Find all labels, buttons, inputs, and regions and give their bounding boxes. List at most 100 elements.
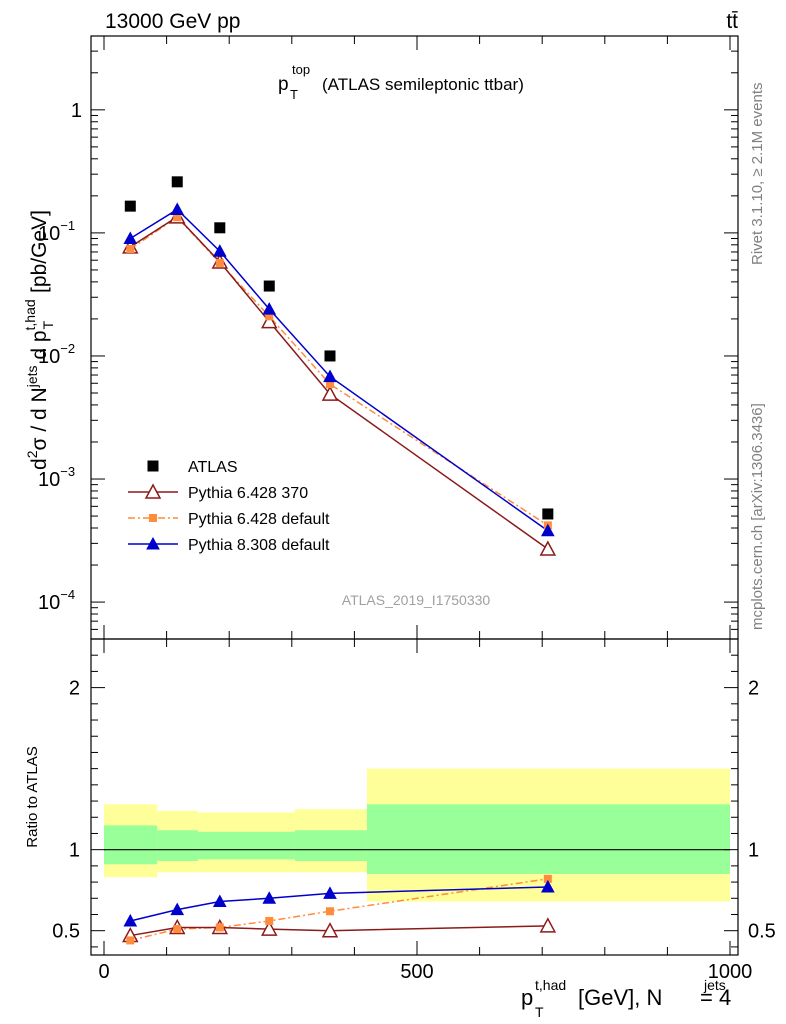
mcplots-label: mcplots.cern.ch [arXiv:1306.3436] [749,403,766,630]
ratio-point-pythia8 [540,879,555,893]
plot-title-sub: T [290,87,298,102]
main-line-pythia6_default [129,216,549,527]
ratio-band-inner [104,825,158,865]
ratio-y-tick-label-right: 1 [748,840,759,862]
svg-text:jets: jets [703,977,726,993]
legend-marker-pythia6_370 [144,483,162,499]
ratio-frame [90,638,739,956]
main-point-atlas [171,176,183,188]
svg-text:= 4: = 4 [700,985,731,1010]
ratio-point-pythia6_default [265,916,274,925]
main-y-tick-label: 10−1 [38,218,75,245]
ratio-line-pythia6_370 [130,925,548,937]
main-series [122,176,557,556]
main-y-axis-label: d2σ / d Njets d pt,had T [pb/GeV] [22,210,56,470]
ratio-y-tick-label: 0.5 [52,921,80,943]
x-tick-label: 1000 [708,961,753,983]
main-point-pythia6_default [265,312,274,321]
legend-label-pythia6_370: Pythia 6.428 370 [188,485,308,502]
ratio-point-pythia6_default [215,923,224,932]
main-point-pythia8 [212,244,227,257]
ratio-point-pythia6_default [543,874,552,883]
energy-label: 13000 GeV pp [105,10,240,33]
ratio-ticks [91,639,738,955]
ratio-point-pythia8 [212,894,227,908]
legend-label-atlas: ATLAS [188,459,238,476]
ratio-point-pythia8 [323,886,337,899]
main-point-pythia6_default [215,258,224,267]
main-y-tick-label: 1 [71,100,82,122]
ratio-y-tick-label: 2 [69,678,80,700]
ratio-series [122,874,557,945]
x-tick-labels: 0 500 1000 [98,961,752,983]
ratio-y-tick-label: 1 [69,840,80,862]
legend-marker-pythia8 [146,536,160,550]
main-point-atlas [263,280,275,292]
x-tick-label: 0 [98,961,109,983]
svg-text:T: T [535,1004,544,1020]
legend-marker-atlas [147,460,159,472]
main-y-tick-label: 10−4 [38,587,75,614]
main-point-pythia8 [123,231,138,245]
main-point-pythia8 [540,523,555,537]
main-point-pythia8 [262,302,277,315]
ratio-band-inner [157,830,198,862]
ratio-point-pythia6_370 [539,917,557,933]
ratio-band-inner [197,831,295,860]
svg-text:[GeV], N: [GeV], N [578,985,662,1010]
plot-title-sup: top [292,62,310,77]
ratio-point-pythia6_370 [321,922,339,938]
ratio-point-pythia8 [123,913,138,927]
main-point-pythia6_default [173,213,182,222]
ratio-y-axis-label: Ratio to ATLAS [24,746,41,847]
main-panel: 1 10−1 10−2 10−3 10−4 p top T (ATLAS semilep… [38,35,739,640]
ratio-line-pythia6_default [130,878,548,942]
ratio-point-pythia6_370 [261,920,278,936]
ratio-point-pythia8 [262,891,277,904]
main-point-atlas [124,200,136,212]
main-point-atlas [214,222,226,234]
plot-title-text: (ATLAS semileptonic ttbar) [322,75,524,94]
main-point-atlas [324,350,336,362]
ratio-panel: 0.5 0.5 1 1 2 2 0 500 1000 [52,638,776,983]
main-point-pythia6_370 [539,540,557,556]
legend: ATLAS Pythia 6.428 370 Pythia 6.428 defaul… [128,459,330,554]
process-label: tt̄ [726,10,738,33]
main-line-pythia8 [129,208,549,532]
svg-text:p: p [521,985,533,1010]
main-point-pythia6_370 [261,313,278,329]
main-line-pythia6_370 [129,215,549,550]
main-point-atlas [542,508,554,520]
ratio-y-tick-labels: 0.5 0.5 1 1 2 2 [52,678,776,943]
main-y-tick-label: 10−3 [38,464,75,491]
main-y-tick-labels: 1 10−1 10−2 10−3 10−4 [38,100,82,614]
main-point-pythia6_370 [321,385,339,401]
plot-title: p [278,74,289,95]
ratio-band-inner [294,830,367,862]
ratio-y-tick-label-right: 0.5 [748,921,776,943]
legend-marker-pythia6_default [149,514,157,522]
ratio-point-pythia6_default [325,907,334,916]
ratio-point-pythia6_default [173,925,182,934]
main-point-pythia6_default [126,244,135,253]
main-ticks [91,36,738,639]
x-axis-label: p t,had T [GeV], N jets = 4 [521,977,731,1020]
ratio-point-pythia6_default [126,936,135,945]
ratio-band-inner [366,804,730,874]
rivet-label: Rivet 3.1.10, ≥ 2.1M events [749,83,766,266]
analysis-id: ATLAS_2019_I1750330 [342,592,491,608]
ratio-y-tick-label-right: 2 [748,678,759,700]
ratio-point-pythia8 [170,902,185,916]
main-point-pythia8 [323,369,337,383]
main-point-pythia6_default [325,380,334,389]
ratio-uncertainty-bands [104,768,730,902]
main-point-pythia8 [170,202,185,215]
legend-label-pythia6_default: Pythia 6.428 default [188,511,330,528]
legend-label-pythia8: Pythia 8.308 default [188,537,330,554]
main-y-tick-label: 10−2 [38,341,75,368]
x-tick-label: 500 [400,961,433,983]
svg-text:t,had: t,had [535,977,566,993]
ratio-line-pythia8 [130,886,548,922]
